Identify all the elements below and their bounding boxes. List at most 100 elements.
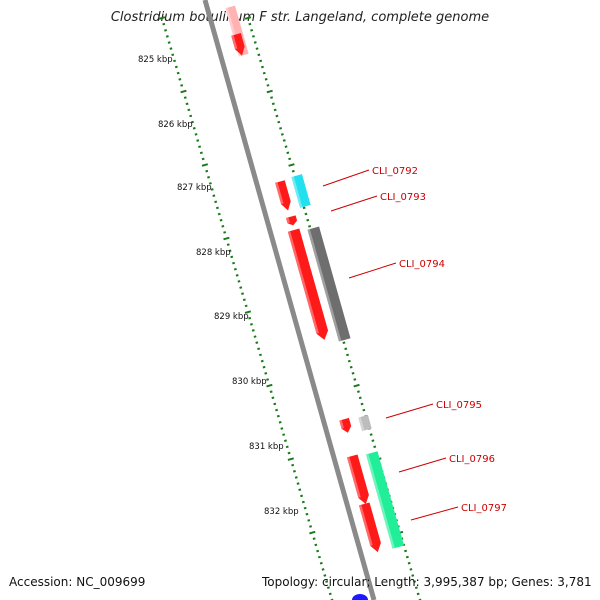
ruler-minor-tick (305, 512, 309, 516)
ruler-minor-tick (294, 476, 298, 479)
ruler-minor-tick (302, 206, 306, 210)
ruler-major-tick (266, 383, 273, 388)
ruler-minor-tick (349, 365, 353, 369)
ruler-minor-tick (176, 71, 180, 75)
gene-cli-0797[interactable] (358, 502, 383, 553)
ruler-minor-tick (296, 482, 300, 485)
ruler-minor-tick (255, 341, 259, 344)
ruler-minor-tick (292, 469, 296, 473)
ruler-minor-tick (208, 182, 212, 185)
gene-cli-0797-body (358, 502, 381, 553)
ruler-minor-tick (201, 157, 205, 161)
ruler-minor-tick (321, 568, 325, 571)
ruler-minor-tick (307, 519, 311, 522)
ruler-minor-tick (214, 200, 218, 204)
gene-cli-0795[interactable] (339, 417, 352, 434)
ruler-minor-tick (183, 96, 187, 99)
ruler-minor-tick (237, 280, 241, 283)
ruler-minor-tick (273, 402, 277, 406)
ruler-minor-tick (308, 225, 312, 228)
ruler-minor-tick (323, 574, 327, 577)
ruler-minor-tick (235, 274, 239, 277)
ruler-minor-tick (264, 372, 268, 375)
ruler-minor-tick (285, 445, 289, 449)
gene-cli-0793[interactable] (285, 215, 298, 226)
gene-cli-0796[interactable] (346, 454, 371, 505)
gene-cli-0795-cds[interactable] (358, 414, 372, 432)
ruler-minor-tick (199, 151, 203, 155)
ruler-minor-tick (169, 47, 173, 50)
ruler-minor-tick (259, 59, 263, 63)
gene-cli-0793-body (285, 215, 298, 226)
gene-cli-0792[interactable] (275, 180, 293, 212)
ruler-minor-tick (369, 433, 373, 436)
ruler-minor-tick (283, 439, 287, 443)
callout-line (348, 262, 397, 279)
gene-cli-0795-cds-body (358, 414, 372, 432)
ruler-minor-tick (221, 224, 225, 228)
ruler-minor-tick (342, 341, 346, 345)
ruler-major-tick (158, 16, 166, 20)
callout-line (330, 195, 378, 212)
ruler-minor-tick (190, 120, 194, 124)
ruler-minor-tick (173, 59, 177, 63)
gene-cli-0791[interactable] (231, 33, 247, 57)
ruler-minor-tick (174, 65, 178, 69)
ruler-tick-label: 830 kbp (232, 377, 267, 387)
ruler-minor-tick (248, 22, 252, 26)
ruler-minor-tick (271, 102, 275, 106)
ruler-minor-tick (280, 427, 284, 430)
ruler-minor-tick (171, 53, 175, 57)
ruler-minor-tick (353, 378, 357, 381)
ruler-minor-tick (404, 549, 408, 553)
ruler-major-tick (309, 530, 316, 535)
ruler-major-tick (266, 89, 273, 94)
ruler-minor-tick (287, 451, 291, 455)
ruler-minor-tick (414, 586, 418, 590)
gene-cli-0795-cds-highlight (358, 416, 365, 432)
ruler-minor-tick (356, 390, 360, 393)
ruler-minor-tick (346, 353, 350, 357)
map-title: Clostridium botulinum F str. Langeland, … (110, 10, 490, 25)
gene-cli-0794-body (287, 228, 329, 340)
ruler-minor-tick (409, 568, 413, 571)
gene-cli-0793-highlight (285, 217, 290, 224)
gene-features[interactable] (225, 5, 405, 600)
ruler-minor-tick (250, 28, 254, 32)
ruler-tick-label: 831 kbp (249, 442, 284, 452)
ruler-minor-tick (358, 396, 362, 400)
gene-cli-0796-cds[interactable] (365, 451, 405, 549)
ruler-minor-tick (251, 35, 255, 38)
gene-label: CLI_0793 (380, 192, 426, 203)
ruler-minor-tick (164, 29, 168, 32)
ruler-minor-tick (266, 84, 270, 87)
ruler-minor-tick (242, 298, 246, 302)
gene-cli-0794-cds[interactable] (307, 226, 351, 342)
gene-cli-0796-highlight (346, 456, 361, 498)
ruler-minor-tick (277, 120, 281, 124)
ruler-minor-tick (167, 41, 171, 44)
ruler-minor-tick (180, 84, 184, 87)
ruler-minor-tick (282, 433, 286, 436)
ruler-minor-tick (301, 500, 305, 504)
ruler-minor-tick (244, 304, 248, 308)
ruler-minor-tick (210, 188, 214, 191)
ruler-tick-label: 826 kbp (158, 120, 193, 130)
gene-cli-0792-body (275, 180, 291, 211)
ruler-minor-tick (317, 555, 321, 559)
gene-cli-0796-cds-highlight (365, 453, 395, 549)
ruler-tick-label: 832 kbp (264, 507, 299, 517)
ruler-minor-tick (212, 194, 216, 198)
gene-cli-0792-cds[interactable] (291, 174, 311, 208)
ruler-minor-tick (253, 335, 257, 338)
ruler-minor-tick (249, 323, 253, 326)
ruler-minor-tick (405, 555, 409, 559)
ruler-minor-tick (260, 65, 264, 69)
ruler-minor-tick (271, 396, 275, 400)
outer-ruler (158, 16, 334, 600)
gene-cli-0794[interactable] (287, 228, 330, 342)
ruler-minor-tick (241, 292, 245, 295)
genome-summary: Topology: circular; Length: 3,995,387 bp… (262, 575, 592, 589)
ruler-major-tick (201, 163, 209, 167)
